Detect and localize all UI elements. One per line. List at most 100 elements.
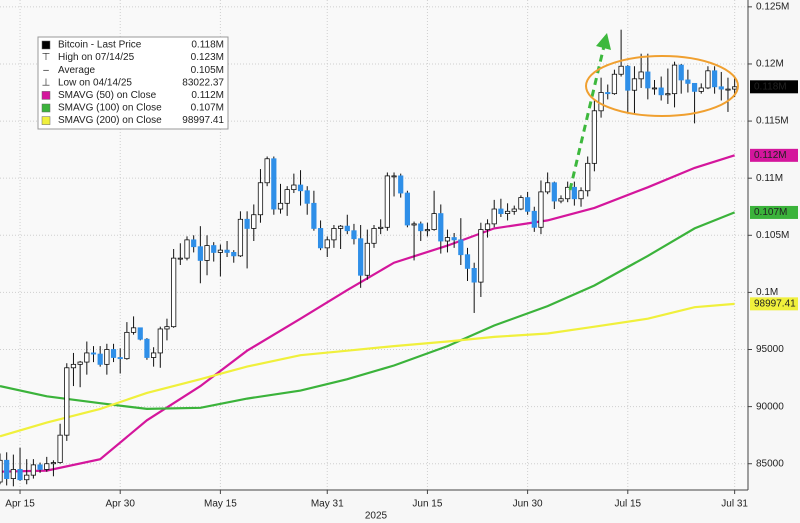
value-tag-label: 0.112M [754, 150, 787, 161]
candle-body [164, 326, 170, 330]
candle-body [364, 242, 370, 276]
candle-body [464, 254, 471, 269]
x-tick-label: Jul 31 [721, 499, 748, 510]
candle-body [471, 268, 477, 283]
candle-body [605, 92, 611, 95]
legend-swatch [41, 40, 51, 50]
value-tags: 0.118M 0.112M 0.107M 98997.41 [750, 80, 798, 311]
x-tick-label: May 31 [311, 499, 344, 510]
candle-body [4, 459, 10, 479]
candle-body [130, 327, 137, 333]
candle-body [691, 82, 698, 92]
candle-body [297, 184, 304, 192]
candle-body [618, 65, 624, 75]
candle-body [418, 223, 424, 232]
candle-body [371, 228, 377, 244]
candle-body [171, 257, 177, 328]
candle-body [277, 202, 284, 210]
candle-body [224, 249, 230, 253]
candle-body [671, 64, 678, 95]
candle-body [10, 469, 16, 479]
y-tick-label: 0.125M [756, 1, 789, 12]
legend-label: Low on 04/14/25 [58, 77, 132, 88]
candle-body [304, 190, 310, 204]
candles [0, 29, 738, 487]
candle-body [157, 328, 163, 354]
candle-body [491, 208, 497, 225]
candle-body [231, 252, 237, 257]
candle-body [732, 86, 738, 90]
candle-body [698, 87, 704, 92]
ma-lines [0, 154, 736, 473]
arrow-head [596, 33, 611, 50]
legend-symbol: – [43, 65, 49, 76]
x-tick-label: Jun 15 [412, 499, 442, 510]
legend-box [37, 36, 229, 130]
candle-body [411, 223, 417, 226]
legend-value: 83022.37 [182, 77, 224, 88]
candle-body [558, 198, 564, 202]
candle-body [217, 249, 223, 253]
candle-body [124, 331, 130, 360]
candle-body [237, 218, 244, 257]
y-tick-label: 0.11M [756, 173, 783, 184]
value-tag-label: 0.118M [754, 81, 787, 92]
candle-body [538, 191, 544, 228]
candle-body [324, 239, 330, 249]
candle-body [77, 361, 83, 365]
legend-value: 0.123M [191, 52, 224, 63]
candle-body [197, 246, 203, 261]
candle-body [431, 213, 437, 230]
candle-body [70, 363, 77, 369]
legend-label: SMAVG (200) on Close [58, 115, 162, 126]
candle-body [498, 208, 504, 214]
candle-body [251, 214, 257, 229]
y-tick-label: 90000 [756, 401, 784, 412]
candle-body [444, 237, 451, 242]
candle-body [625, 65, 631, 91]
candle-body [0, 459, 3, 483]
candle-body [725, 88, 731, 91]
candle-body [104, 349, 110, 365]
candle-body [591, 110, 597, 164]
legend-label: High on 07/14/25 [58, 52, 135, 63]
candle-body [97, 353, 103, 365]
candle-body [184, 239, 190, 259]
candle-body [565, 186, 571, 200]
value-tag-label: 98997.41 [754, 298, 796, 309]
legend-label: SMAVG (50) on Close [58, 90, 157, 101]
candle-body [44, 463, 50, 470]
candle-body [177, 257, 183, 260]
candle-body [204, 245, 210, 261]
candle-body [658, 87, 664, 96]
candle-body [57, 434, 63, 463]
value-tag [750, 80, 798, 94]
candle-body [64, 367, 70, 436]
candle-body [458, 239, 464, 256]
legend-value: 0.112M [191, 90, 224, 101]
candle-body [404, 192, 410, 226]
value-tag [750, 205, 798, 219]
x-tick-label: Apr 15 [5, 499, 35, 510]
candle-body [424, 229, 431, 232]
candle-body [90, 352, 97, 355]
value-tag-label: 0.107M [754, 207, 787, 218]
ellipse-annotation [585, 55, 739, 117]
y-tick-label: 0.1M [756, 287, 778, 298]
candle-body [585, 162, 591, 192]
candle-body [257, 182, 264, 216]
candle-body [117, 357, 123, 360]
value-tag [750, 148, 798, 162]
candle-body [611, 73, 618, 95]
candle-body [351, 230, 357, 240]
x-tick-label: May 15 [204, 499, 237, 510]
candle-body [665, 93, 671, 96]
candle-body [291, 184, 297, 191]
candle-body [264, 158, 270, 184]
candle-body [484, 223, 491, 230]
candle-body [151, 352, 157, 358]
y-tick-label: 0.12M [756, 59, 784, 70]
candle-body [545, 182, 551, 193]
candle-body [144, 338, 150, 358]
